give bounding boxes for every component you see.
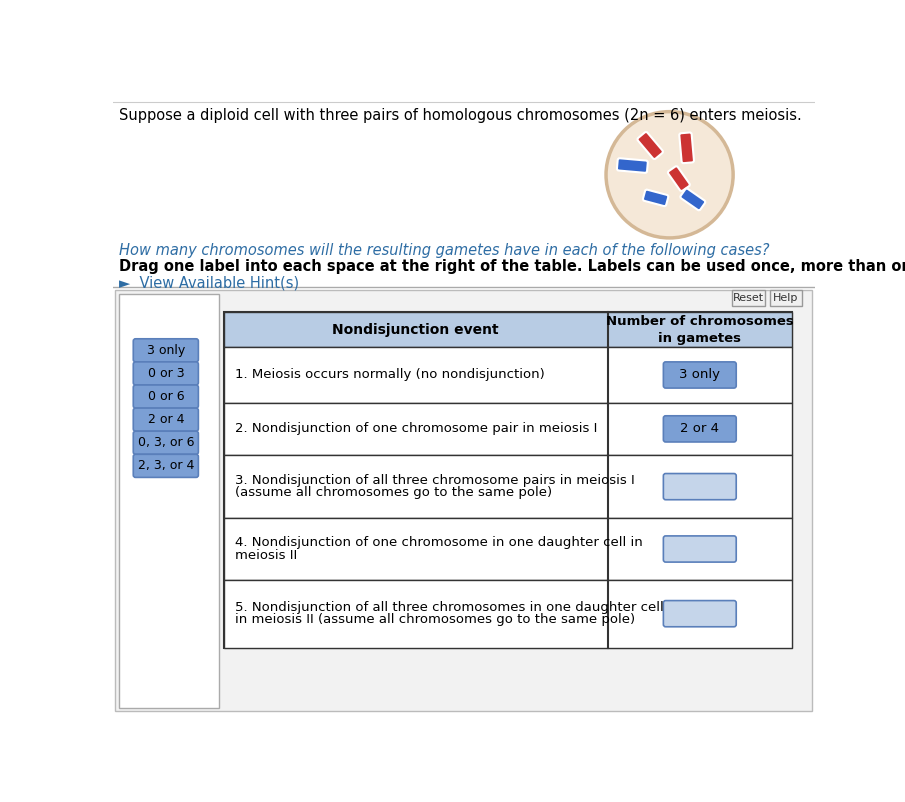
Text: 2 or 4: 2 or 4 xyxy=(148,413,184,426)
FancyBboxPatch shape xyxy=(133,362,198,385)
FancyBboxPatch shape xyxy=(680,132,694,163)
FancyBboxPatch shape xyxy=(133,385,198,408)
Text: Reset: Reset xyxy=(733,293,764,303)
Text: 0, 3, or 6: 0, 3, or 6 xyxy=(138,436,194,449)
FancyBboxPatch shape xyxy=(663,362,737,388)
Text: Nondisjunction event: Nondisjunction event xyxy=(332,322,499,337)
FancyBboxPatch shape xyxy=(133,431,198,454)
Text: 0 or 3: 0 or 3 xyxy=(148,367,184,380)
Text: 3 only: 3 only xyxy=(680,368,720,382)
Text: in meiosis II (assume all chromosomes go to the same pole): in meiosis II (assume all chromosomes go… xyxy=(234,614,635,626)
Text: meiosis II: meiosis II xyxy=(234,549,297,561)
Text: 5. Nondisjunction of all three chromosomes in one daughter cell: 5. Nondisjunction of all three chromosom… xyxy=(234,601,663,614)
Bar xyxy=(116,290,812,711)
Text: 4. Nondisjunction of one chromosome in one daughter cell in: 4. Nondisjunction of one chromosome in o… xyxy=(234,537,643,549)
FancyBboxPatch shape xyxy=(663,473,737,500)
Bar xyxy=(224,312,792,647)
FancyBboxPatch shape xyxy=(769,290,802,306)
FancyBboxPatch shape xyxy=(133,408,198,431)
Text: Number of chromosomes
in gametes: Number of chromosomes in gametes xyxy=(606,314,794,345)
Bar xyxy=(119,294,218,707)
Text: (assume all chromosomes go to the same pole): (assume all chromosomes go to the same p… xyxy=(234,486,552,500)
Text: How many chromosomes will the resulting gametes have in each of the following ca: How many chromosomes will the resulting … xyxy=(119,242,770,257)
Text: 2, 3, or 4: 2, 3, or 4 xyxy=(138,460,194,472)
Bar xyxy=(224,403,792,455)
FancyBboxPatch shape xyxy=(663,415,737,442)
FancyBboxPatch shape xyxy=(732,290,765,306)
Bar xyxy=(224,518,792,580)
Bar xyxy=(224,455,792,518)
Text: Help: Help xyxy=(773,293,798,303)
Text: 0 or 6: 0 or 6 xyxy=(148,390,184,403)
FancyBboxPatch shape xyxy=(617,158,648,172)
Bar xyxy=(224,312,792,347)
FancyBboxPatch shape xyxy=(133,338,198,362)
Text: Drag one label into each space at the right of the table. Labels can be used onc: Drag one label into each space at the ri… xyxy=(119,259,905,273)
FancyBboxPatch shape xyxy=(637,132,663,159)
FancyBboxPatch shape xyxy=(668,166,690,191)
Text: Suppose a diploid cell with three pairs of homologous chromosomes (2n = 6) enter: Suppose a diploid cell with three pairs … xyxy=(119,107,802,123)
Bar xyxy=(224,580,792,647)
FancyBboxPatch shape xyxy=(681,188,705,210)
Text: 1. Meiosis occurs normally (no nondisjunction): 1. Meiosis occurs normally (no nondisjun… xyxy=(234,368,545,382)
FancyBboxPatch shape xyxy=(133,454,198,477)
Text: 3 only: 3 only xyxy=(147,344,185,357)
Circle shape xyxy=(606,111,733,238)
FancyBboxPatch shape xyxy=(643,189,668,206)
FancyBboxPatch shape xyxy=(663,536,737,562)
Text: 2 or 4: 2 or 4 xyxy=(681,423,719,435)
FancyBboxPatch shape xyxy=(663,601,737,627)
Bar xyxy=(224,347,792,403)
Text: ►  View Available Hint(s): ► View Available Hint(s) xyxy=(119,276,300,290)
Text: 2. Nondisjunction of one chromosome pair in meiosis I: 2. Nondisjunction of one chromosome pair… xyxy=(234,423,597,435)
Text: 3. Nondisjunction of all three chromosome pairs in meiosis I: 3. Nondisjunction of all three chromosom… xyxy=(234,474,634,487)
